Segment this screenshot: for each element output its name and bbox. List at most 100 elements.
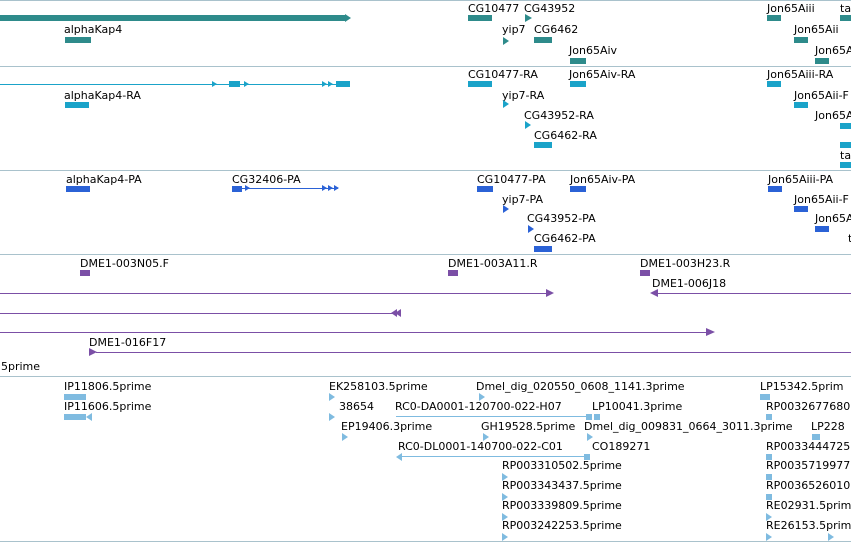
gene-feature-ta[interactable]: [840, 15, 851, 21]
est-label[interactable]: EP19406.3prime: [341, 420, 433, 433]
gene-label[interactable]: ta: [840, 2, 851, 15]
est-label[interactable]: RP0036526010: [766, 479, 851, 492]
est-feature[interactable]: [483, 433, 489, 441]
est-label[interactable]: RC0-DA0001-120700-022-H07: [395, 400, 562, 413]
est-label[interactable]: GH19528.5prime: [481, 420, 576, 433]
transcript-feature[interactable]: [767, 81, 781, 87]
protein-feature[interactable]: [794, 206, 808, 212]
transcript-feature[interactable]: [468, 81, 492, 87]
transcript-label[interactable]: Jon65Aiii-RA: [767, 68, 834, 81]
clone-span[interactable]: [0, 293, 548, 294]
est-label[interactable]: 38654: [339, 400, 374, 413]
gene-feature-yip7[interactable]: [503, 37, 509, 45]
est-span[interactable]: [396, 416, 586, 417]
est-feature[interactable]: [766, 474, 772, 480]
est-feature[interactable]: [502, 493, 508, 501]
gene-feature-alphaKap4-span[interactable]: [0, 15, 345, 21]
transcript-label[interactable]: ta: [840, 149, 851, 162]
est-label[interactable]: RP003339809.5prime: [502, 499, 622, 512]
clone-feature[interactable]: [80, 270, 90, 276]
gene-label[interactable]: CG10477: [468, 2, 520, 15]
est-feature[interactable]: [584, 454, 590, 460]
protein-label[interactable]: CG32406-PA: [232, 173, 301, 186]
gene-label[interactable]: Jon65A: [815, 44, 851, 57]
protein-feature[interactable]: [477, 186, 493, 192]
clone-feature[interactable]: [448, 270, 458, 276]
transcript-feature[interactable]: [840, 123, 851, 129]
est-label[interactable]: IP11806.5prime: [64, 380, 152, 393]
gene-label[interactable]: CG6462: [534, 23, 579, 36]
est-label[interactable]: LP15342.5prim: [760, 380, 844, 393]
protein-feature[interactable]: [66, 186, 90, 192]
protein-label[interactable]: CG10477-PA: [477, 173, 546, 186]
transcript-label[interactable]: Jon65Aiv-RA: [569, 68, 636, 81]
protein-label[interactable]: Jon65Aii-F: [794, 193, 849, 206]
est-label[interactable]: CO189271: [592, 440, 651, 453]
est-feature[interactable]: [766, 533, 772, 541]
protein-label[interactable]: yip7-PA: [502, 193, 543, 206]
est-label[interactable]: Dmel_dig_020550_0608_1141.3prime: [476, 380, 685, 393]
gene-feature-alphaKap4[interactable]: [65, 37, 91, 43]
clone-span[interactable]: [656, 293, 851, 294]
gene-label[interactable]: yip7: [502, 23, 526, 36]
transcript-feature[interactable]: [794, 102, 808, 108]
est-feature[interactable]: [64, 414, 86, 420]
transcript-label[interactable]: CG43952-RA: [524, 109, 594, 122]
protein-label[interactable]: t: [848, 232, 851, 245]
protein-feature[interactable]: [570, 186, 586, 192]
est-label[interactable]: IP11606.5prime: [64, 400, 152, 413]
transcript-feature[interactable]: [525, 121, 531, 129]
gene-feature-CG6462[interactable]: [534, 37, 552, 43]
est-feature[interactable]: [329, 413, 335, 421]
gene-label[interactable]: Jon65Aii: [794, 23, 839, 36]
est-label[interactable]: EK258103.5prime: [329, 380, 428, 393]
protein-feature[interactable]: [768, 186, 782, 192]
transcript-feature[interactable]: [840, 142, 851, 148]
transcript-label[interactable]: alphaKap4-RA: [64, 89, 141, 102]
exon[interactable]: [336, 81, 350, 87]
clone-span[interactable]: [96, 352, 851, 353]
transcript-label[interactable]: Jon65Aii-F: [794, 89, 849, 102]
clone-label[interactable]: DME1-003N05.F: [80, 257, 169, 270]
gene-label[interactable]: alphaKap4: [64, 23, 123, 36]
protein-feature[interactable]: [528, 225, 534, 233]
gene-label[interactable]: Jon65Aiv: [569, 44, 618, 57]
est-feature[interactable]: [502, 473, 508, 481]
protein-feature[interactable]: [503, 205, 509, 213]
gene-feature-CG10477[interactable]: [468, 15, 492, 21]
gene-label[interactable]: Jon65Aiii: [767, 2, 815, 15]
est-feature[interactable]: [502, 533, 508, 541]
protein-label[interactable]: Jon65A: [815, 212, 851, 225]
transcript-label[interactable]: Jon65A: [815, 109, 851, 122]
protein-feature[interactable]: [534, 246, 552, 252]
est-feature[interactable]: [342, 433, 348, 441]
transcript-feature[interactable]: [840, 162, 851, 168]
clone-span[interactable]: [0, 313, 396, 314]
est-feature[interactable]: [760, 394, 770, 400]
clone-feature[interactable]: [640, 270, 650, 276]
est-label[interactable]: RC0-DL0001-140700-022-C01: [398, 440, 563, 453]
exon[interactable]: [229, 81, 240, 87]
transcript-feature[interactable]: [534, 142, 552, 148]
est-feature[interactable]: [766, 513, 772, 521]
est-feature[interactable]: [329, 393, 335, 401]
est-label[interactable]: LP228: [811, 420, 845, 433]
clone-label[interactable]: DME1-006J18: [652, 277, 727, 290]
protein-label[interactable]: alphaKap4-PA: [66, 173, 142, 186]
protein-label[interactable]: CG43952-PA: [527, 212, 596, 225]
gene-feature-Jon65Aii[interactable]: [794, 37, 808, 43]
est-label[interactable]: RP003242253.5prime: [502, 519, 622, 532]
est-label[interactable]: Dmel_dig_009831_0664_3011.3prime: [584, 420, 793, 433]
est-span[interactable]: [402, 456, 584, 457]
transcript-feature[interactable]: [65, 102, 89, 108]
est-feature[interactable]: [766, 494, 772, 500]
est-feature[interactable]: [594, 414, 600, 420]
est-feature[interactable]: [64, 394, 86, 400]
protein-label[interactable]: Jon65Aiii-PA: [768, 173, 834, 186]
est-feature[interactable]: [479, 393, 485, 401]
clone-label[interactable]: DME1-016F17: [89, 336, 167, 349]
protein-label[interactable]: CG6462-PA: [534, 232, 596, 245]
est-label[interactable]: RE26153.5prime: [766, 519, 851, 532]
est-feature[interactable]: [502, 513, 508, 521]
est-feature[interactable]: [766, 454, 772, 460]
